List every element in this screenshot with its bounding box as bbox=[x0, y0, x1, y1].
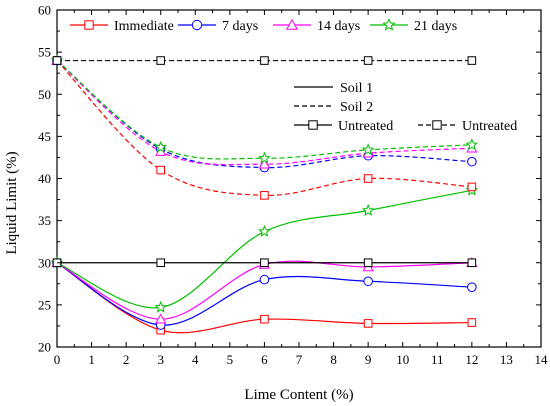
y-tick-label: 60 bbox=[38, 3, 51, 18]
x-tick-label: 10 bbox=[396, 352, 409, 367]
data-point-immediate-soil-1 bbox=[260, 314, 269, 324]
x-tick-label: 0 bbox=[54, 352, 61, 367]
legend-marker bbox=[84, 20, 94, 30]
series-line-21-days-soil-1 bbox=[56, 189, 472, 309]
x-tick-label: 8 bbox=[330, 352, 337, 367]
series-line-14-days-soil-1 bbox=[56, 260, 472, 320]
series-layer bbox=[50, 53, 479, 335]
data-point-immediate-soil-1 bbox=[363, 319, 373, 328]
x-tick-label: 9 bbox=[365, 352, 372, 367]
legend-label: 21 days bbox=[414, 19, 457, 34]
data-point-14-days-soil-2 bbox=[258, 158, 271, 169]
series-immediate-soil-2 bbox=[52, 56, 477, 200]
legend-item-untreated: Untreated bbox=[294, 119, 393, 134]
data-point-untreated-soil-1 bbox=[467, 258, 477, 268]
data-point-immediate-soil-1 bbox=[467, 318, 477, 327]
legend-marker bbox=[191, 19, 203, 31]
y-tick-label: 40 bbox=[38, 171, 51, 186]
data-point-immediate-soil-2 bbox=[156, 165, 166, 175]
legend-item-top: 21 days bbox=[370, 18, 457, 34]
y-tick-label: 45 bbox=[38, 129, 51, 144]
data-point-7-days-soil-2 bbox=[467, 156, 477, 167]
data-point-immediate-soil-2 bbox=[260, 191, 269, 200]
data-point-untreated-soil-2 bbox=[156, 56, 166, 65]
data-point-untreated-soil-2 bbox=[260, 56, 269, 65]
y-tick-label: 50 bbox=[38, 87, 51, 102]
legend-item-untreated: Untreated bbox=[418, 119, 517, 134]
legend-item-top: 7 days bbox=[178, 19, 258, 34]
series-14-days-soil-2 bbox=[51, 54, 478, 169]
data-point-21-days-soil-2 bbox=[465, 138, 479, 151]
data-point-21-days-soil-1 bbox=[258, 224, 271, 237]
x-axis-title: Lime Content (%) bbox=[244, 387, 353, 403]
x-tick-label: 5 bbox=[227, 352, 234, 367]
series-21-days-soil-2 bbox=[50, 53, 479, 164]
legend-item-top: 14 days bbox=[273, 18, 360, 34]
x-tick-label: 11 bbox=[431, 352, 444, 367]
data-point-untreated-soil-1 bbox=[260, 258, 269, 268]
x-tick-label: 1 bbox=[88, 352, 95, 367]
legend-marker bbox=[432, 120, 442, 130]
data-point-21-days-soil-2 bbox=[361, 143, 375, 156]
legend-marker bbox=[382, 18, 396, 31]
series-14-days-soil-1 bbox=[51, 256, 478, 324]
series-untreated-soil-2 bbox=[52, 56, 477, 65]
legend-label: 14 days bbox=[317, 19, 360, 34]
series-line-14-days-soil-2 bbox=[56, 60, 472, 166]
legend-label: Soil 2 bbox=[340, 100, 373, 115]
legend-label: Soil 1 bbox=[340, 81, 373, 96]
series-21-days-soil-1 bbox=[50, 183, 479, 313]
y-tick-label: 35 bbox=[38, 213, 51, 228]
y-tick-label: 25 bbox=[38, 297, 51, 312]
x-tick-label: 12 bbox=[465, 352, 478, 367]
legend-label: Untreated bbox=[462, 119, 517, 134]
x-tick-label: 2 bbox=[123, 352, 130, 367]
x-tick-label: 6 bbox=[261, 352, 268, 367]
legend-marker bbox=[308, 120, 318, 130]
data-point-21-days-soil-2 bbox=[258, 151, 271, 164]
x-tick-label: 13 bbox=[500, 352, 513, 367]
data-point-7-days-soil-1 bbox=[467, 282, 477, 292]
y-tick-label: 55 bbox=[38, 45, 51, 60]
data-point-immediate-soil-2 bbox=[363, 174, 373, 183]
legend-label: 7 days bbox=[222, 19, 258, 34]
data-point-14-days-soil-1 bbox=[155, 313, 167, 324]
x-tick-label: 3 bbox=[157, 352, 164, 367]
legend-item-top: Immediate bbox=[70, 19, 174, 34]
legend-layer: Immediate 7 days 14 days 21 days Soil 1 Soil … bbox=[70, 18, 517, 134]
data-point-immediate-soil-2 bbox=[467, 182, 477, 192]
data-point-untreated-soil-1 bbox=[363, 258, 373, 268]
data-point-21-days-soil-1 bbox=[154, 300, 167, 313]
series-line-21-days-soil-2 bbox=[56, 60, 472, 160]
data-point-untreated-soil-2 bbox=[52, 56, 62, 65]
x-tick-label: 14 bbox=[535, 352, 549, 367]
x-tick-label: 7 bbox=[296, 352, 303, 367]
series-line-7-days-soil-2 bbox=[56, 60, 472, 169]
data-point-untreated-soil-2 bbox=[467, 56, 477, 65]
legend-item-soil: Soil 1 bbox=[294, 81, 373, 96]
series-immediate-soil-1 bbox=[52, 258, 477, 335]
data-point-untreated-soil-2 bbox=[363, 56, 373, 65]
legend-marker bbox=[285, 18, 299, 30]
data-point-21-days-soil-1 bbox=[361, 203, 375, 216]
x-tick-label: 4 bbox=[192, 352, 199, 367]
y-axis-title: Liquid Limit (%) bbox=[4, 151, 20, 254]
data-point-7-days-soil-1 bbox=[259, 274, 270, 285]
data-point-21-days-soil-2 bbox=[154, 140, 167, 153]
legend-label: Untreated bbox=[338, 119, 393, 134]
data-point-untreated-soil-1 bbox=[156, 258, 166, 268]
y-tick-label: 30 bbox=[38, 255, 51, 270]
legend-label: Immediate bbox=[114, 19, 174, 34]
legend-item-soil: Soil 2 bbox=[294, 100, 373, 115]
series-line-immediate-soil-2 bbox=[56, 60, 472, 196]
data-point-7-days-soil-1 bbox=[363, 276, 373, 287]
y-tick-label: 20 bbox=[38, 340, 51, 355]
